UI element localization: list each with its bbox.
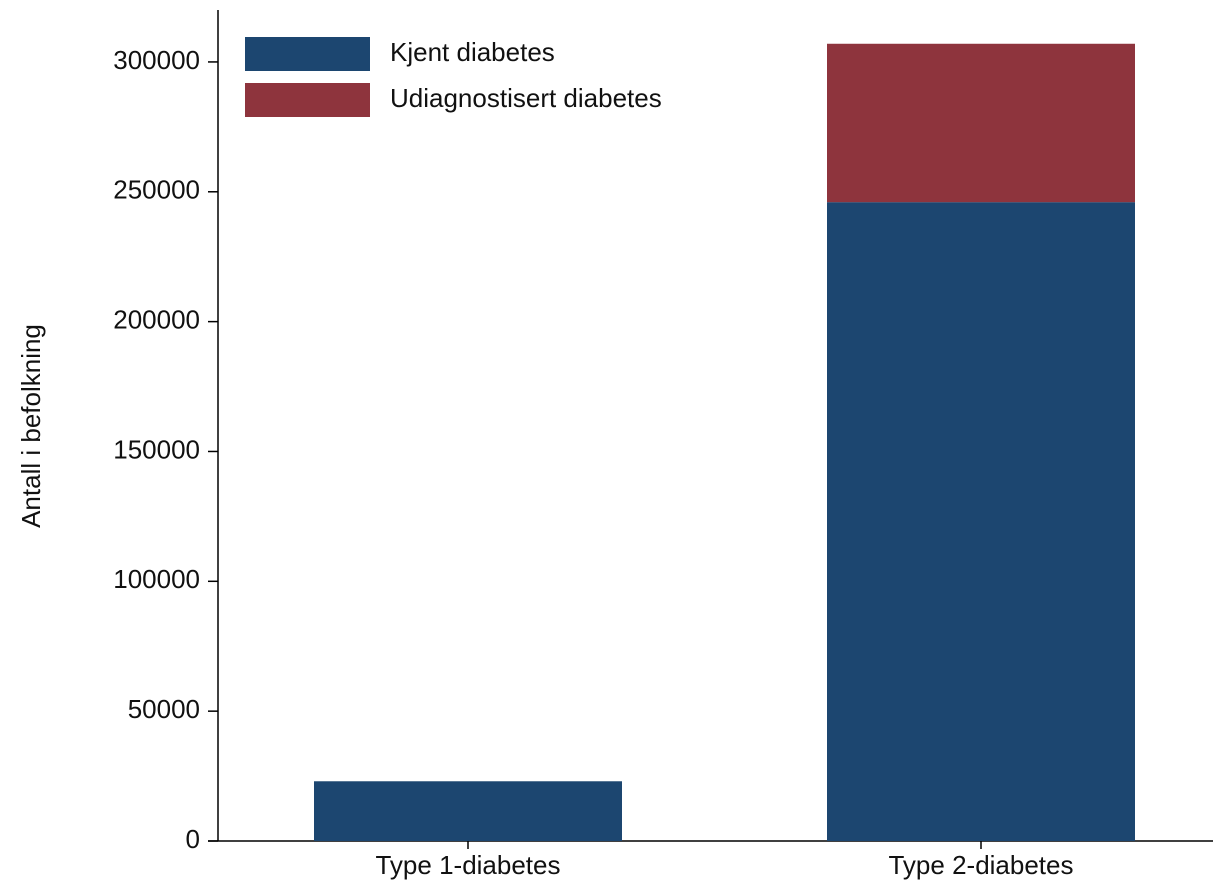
legend-label: Kjent diabetes bbox=[390, 37, 555, 67]
legend-swatch bbox=[245, 83, 370, 117]
y-tick-label: 100000 bbox=[113, 564, 200, 594]
y-tick-label: 150000 bbox=[113, 434, 200, 464]
y-tick-label: 300000 bbox=[113, 45, 200, 75]
y-tick-label: 50000 bbox=[128, 694, 200, 724]
y-tick-label: 0 bbox=[186, 824, 200, 854]
legend-label: Udiagnostisert diabetes bbox=[390, 83, 662, 113]
bar-segment bbox=[827, 43, 1135, 203]
legend-swatch bbox=[245, 37, 370, 71]
bar-segment bbox=[314, 781, 622, 841]
y-tick-label: 200000 bbox=[113, 305, 200, 335]
y-tick-label: 250000 bbox=[113, 175, 200, 205]
x-tick-label: Type 1-diabetes bbox=[375, 850, 560, 880]
x-tick-label: Type 2-diabetes bbox=[888, 850, 1073, 880]
y-axis-label: Antall i befolkning bbox=[16, 324, 46, 528]
bar-segment bbox=[827, 202, 1135, 841]
